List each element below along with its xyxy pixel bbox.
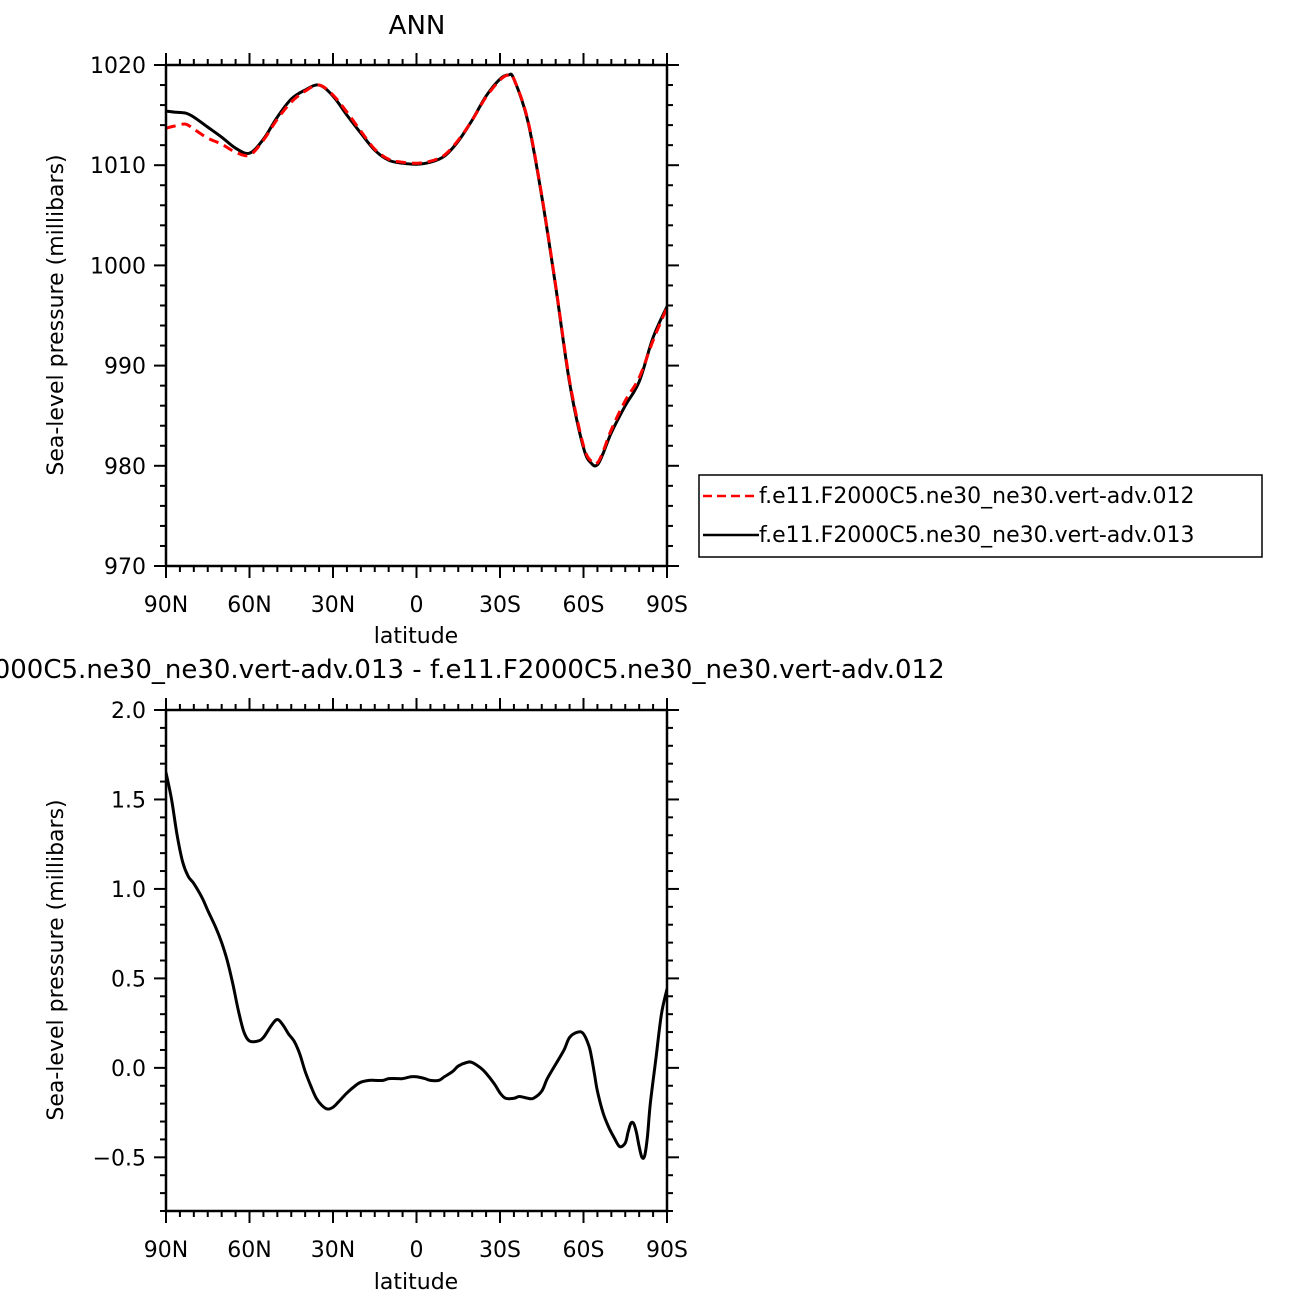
legend: f.e11.F2000C5.ne30_ne30.vert-adv.012 f.e… <box>698 474 1263 558</box>
top-y-tick-labels: 1020 1010 1000 990 980 970 <box>90 54 146 580</box>
bottom-y-tick-labels: 2.0 1.5 1.0 0.5 0.0 −0.5 <box>93 699 146 1171</box>
bottom-axis-ticks <box>154 698 679 1223</box>
x-tick-label: 90S <box>646 593 688 618</box>
top-chart-title: ANN <box>389 11 446 41</box>
top-x-tick-labels: 90N 60N 30N 0 30S 60S 90S <box>144 593 688 618</box>
x-tick-label: 60S <box>563 593 605 618</box>
top-axis-ticks <box>154 53 679 578</box>
y-tick-label: 1010 <box>90 154 146 179</box>
top-panel: ANN 90N 60N 30N 0 30S 60S 90S 1020 1010 1000 990 9… <box>44 11 688 649</box>
y-tick-label: 1020 <box>90 54 146 79</box>
y-tick-label: 980 <box>104 455 146 480</box>
y-tick-label: 0.5 <box>111 967 146 992</box>
legend-label-012: f.e11.F2000C5.ne30_ne30.vert-adv.012 <box>759 484 1195 509</box>
x-tick-label: 90N <box>144 593 188 618</box>
series-line-0 <box>166 72 667 466</box>
top-plot-frame <box>164 63 669 568</box>
legend-label-013: f.e11.F2000C5.ne30_ne30.vert-adv.013 <box>759 523 1195 548</box>
bottom-plot-frame <box>164 708 669 1213</box>
top-series-lines <box>166 72 667 468</box>
x-tick-label: 0 <box>410 593 424 618</box>
series-line-1 <box>166 72 667 468</box>
x-tick-label: 30S <box>479 1238 521 1263</box>
x-tick-label: 90N <box>144 1238 188 1263</box>
bottom-x-tick-labels: 90N 60N 30N 0 30S 60S 90S <box>144 1238 688 1263</box>
x-tick-label: 30N <box>311 593 355 618</box>
top-y-axis-title: Sea-level pressure (millibars) <box>44 154 69 475</box>
y-tick-label: 0.0 <box>111 1057 146 1082</box>
x-tick-label: 60N <box>227 1238 271 1263</box>
bottom-x-axis-title: latitude <box>374 1270 458 1295</box>
y-tick-label: 970 <box>104 555 146 580</box>
y-tick-label: 1.5 <box>111 788 146 813</box>
bottom-y-axis-title: Sea-level pressure (millibars) <box>44 799 69 1120</box>
y-tick-label: −0.5 <box>93 1146 146 1171</box>
y-tick-label: 990 <box>104 355 146 380</box>
x-tick-label: 0 <box>410 1238 424 1263</box>
x-tick-label: 90S <box>646 1238 688 1263</box>
x-tick-label: 60N <box>227 593 271 618</box>
bottom-panel: f.e11.F2000C5.ne30_ne30.vert-adv.013 - f… <box>0 655 945 1295</box>
bottom-series-lines <box>166 771 667 1160</box>
top-x-axis-title: latitude <box>374 624 458 649</box>
legend-box <box>698 474 1263 558</box>
series-line-0 <box>166 771 667 1160</box>
x-tick-label: 30N <box>311 1238 355 1263</box>
y-tick-label: 2.0 <box>111 699 146 724</box>
x-tick-label: 30S <box>479 593 521 618</box>
bottom-chart-title: f.e11.F2000C5.ne30_ne30.vert-adv.013 - f… <box>0 655 945 685</box>
y-tick-label: 1000 <box>90 254 146 279</box>
y-tick-label: 1.0 <box>111 878 146 903</box>
x-tick-label: 60S <box>563 1238 605 1263</box>
